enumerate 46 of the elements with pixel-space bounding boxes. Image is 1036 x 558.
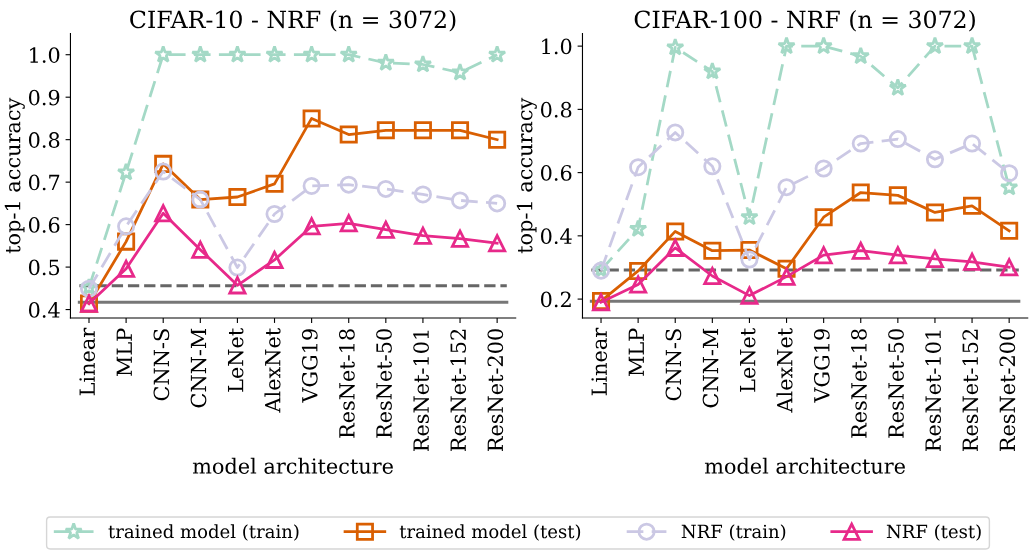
y-tick-label: 0.4 — [28, 302, 60, 318]
x-tick-label: ResNet-18 — [851, 329, 867, 438]
x-tick-label: MLP — [628, 328, 644, 376]
x-axis-title: model architecture — [704, 457, 905, 474]
y-tick-label: 0.7 — [28, 174, 60, 191]
x-tick-label: AlexNet — [264, 327, 281, 413]
chart-title: CIFAR-10 - NRF (n = 3072) — [130, 9, 456, 32]
legend-label: NRF (train) — [681, 524, 786, 541]
y-tick-label: 0.5 — [28, 259, 60, 276]
y-tick-label: 0.9 — [28, 89, 60, 106]
y-tick-label: 0.8 — [28, 132, 60, 148]
legend-label: trained model (train) — [108, 524, 299, 541]
y-tick-label: 0.6 — [540, 165, 572, 181]
x-tick-label: ResNet-101 — [925, 330, 941, 452]
x-tick-label: Linear — [79, 327, 96, 396]
y-tick-label: 0.4 — [540, 228, 572, 245]
x-tick-label: ResNet-101 — [413, 330, 429, 452]
x-tick-label: ResNet-50 — [376, 329, 392, 438]
x-tick-label: MLP — [116, 328, 132, 376]
x-tick-label: LeNet — [740, 327, 756, 392]
x-tick-label: ResNet-152 — [962, 329, 979, 452]
y-tick-label: 1.0 — [30, 47, 60, 63]
chart-title: CIFAR-100 - NRF (n = 3072) — [634, 9, 975, 32]
y-tick-label: 0.8 — [540, 101, 572, 118]
x-tick-label: ResNet-152 — [450, 329, 467, 452]
x-tick-label: CNN-S — [153, 329, 170, 401]
y-axis-title: top-1 accuracy — [4, 97, 25, 254]
x-tick-label: ResNet-200 — [999, 329, 1016, 452]
x-tick-label: LeNet — [227, 327, 244, 392]
x-tick-label: CNN-S — [665, 329, 682, 401]
x-tick-label: VGG19 — [301, 329, 318, 403]
x-tick-label: ResNet-50 — [888, 329, 904, 438]
legend-label: trained model (test) — [399, 524, 581, 541]
x-tick-label: ResNet-200 — [487, 329, 504, 452]
y-axis-title: top-1 accuracy — [516, 97, 537, 254]
y-tick-label: 0.6 — [28, 217, 60, 233]
x-tick-label: CNN-M — [190, 328, 207, 408]
x-axis-title: model architecture — [192, 457, 393, 474]
x-tick-label: VGG19 — [813, 329, 830, 403]
x-tick-label: Linear — [591, 327, 608, 396]
y-tick-label: 0.2 — [540, 291, 571, 308]
x-tick-label: ResNet-18 — [339, 329, 355, 438]
y-tick-label: 1.0 — [542, 38, 572, 55]
x-tick-label: AlexNet — [776, 327, 793, 413]
x-tick-label: CNN-M — [702, 328, 719, 408]
legend-label: NRF (test) — [886, 524, 981, 541]
